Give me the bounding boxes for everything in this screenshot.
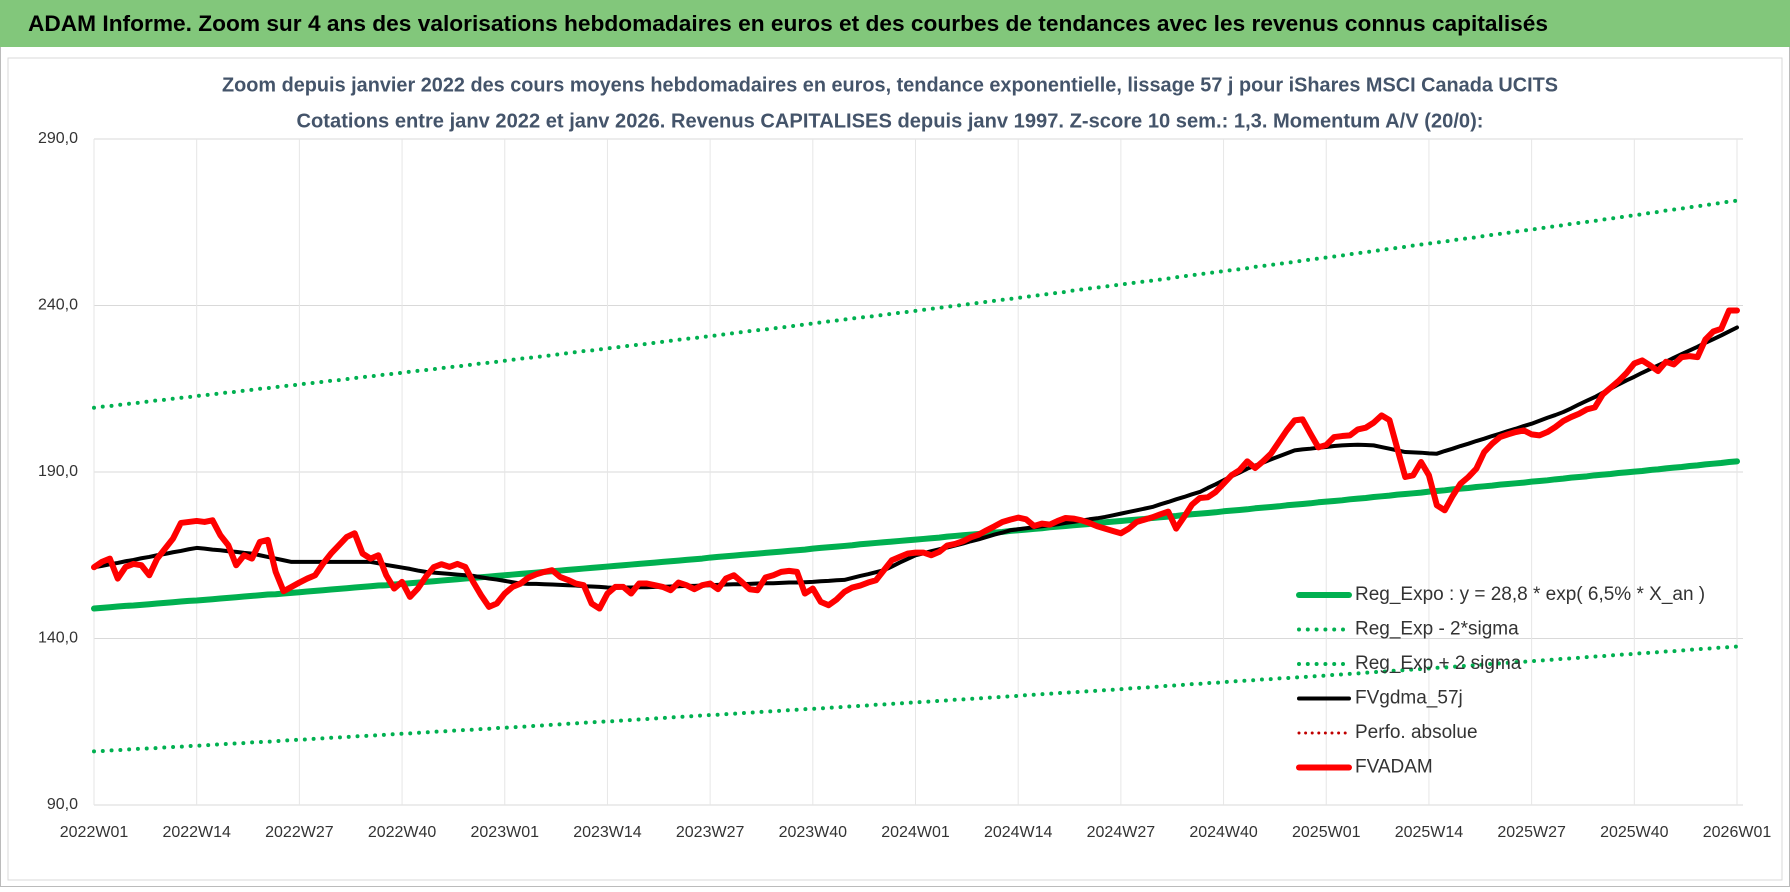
x-tick-label: 2025W14	[1395, 824, 1464, 841]
legend-label: Reg_Expo : y = 28,8 * exp( 6,5% * X_an )	[1355, 584, 1705, 605]
legend-label: Reg_Exp - 2*sigma	[1355, 619, 1519, 640]
x-tick-label: 2024W27	[1087, 824, 1156, 841]
plot-frame	[7, 57, 1783, 881]
y-tick-label: 290,0	[38, 130, 78, 147]
legend-label: Reg_Exp + 2 sigma	[1355, 653, 1522, 674]
lines	[91, 198, 1740, 754]
series-line	[91, 458, 1740, 612]
x-tick-label: 2022W14	[162, 824, 231, 841]
x-tick-label: 2023W40	[779, 824, 848, 841]
y-tick-label: 140,0	[38, 630, 78, 647]
subtitle: Zoom depuis janvier 2022 des cours moyen…	[222, 74, 1558, 96]
legend-label: Perfo. absolue	[1355, 722, 1478, 743]
legend-label: FVADAM	[1355, 757, 1433, 778]
grid: 90,0 140,0 190,0 240,0 290,0 2022W01 2022W14 20…	[38, 130, 1771, 841]
x-tick-label: 2025W40	[1600, 824, 1669, 841]
x-tick-label: 2024W40	[1189, 824, 1258, 841]
legend-label: FVgdma_57j	[1355, 688, 1463, 709]
y-tick-label: 190,0	[38, 463, 78, 480]
x-tick-label: 2023W01	[471, 824, 540, 841]
x-tick-label: 2022W01	[60, 824, 129, 841]
x-tick-label: 2024W01	[881, 824, 950, 841]
x-tick-label: 2022W27	[265, 824, 334, 841]
x-tick-label: 2023W27	[676, 824, 745, 841]
series-line	[92, 644, 1739, 754]
series-line	[91, 307, 1740, 612]
x-tick-label: 2025W27	[1497, 824, 1566, 841]
header-title: ADAM Informe. Zoom sur 4 ans des valoris…	[28, 11, 1548, 36]
y-tick-label: 90,0	[47, 796, 78, 813]
x-tick-label: 2025W01	[1292, 824, 1361, 841]
y-tick-label: 240,0	[38, 297, 78, 314]
x-tick-label: 2026W01	[1703, 824, 1772, 841]
legend: Reg_Expo : y = 28,8 * exp( 6,5% * X_an )…	[1296, 584, 1705, 778]
header-band	[0, 0, 1790, 47]
x-tick-label: 2023W14	[573, 824, 642, 841]
series-line	[92, 198, 1739, 410]
subtitle: Cotations entre janv 2022 et janv 2026. …	[297, 110, 1484, 132]
x-tick-label: 2024W14	[984, 824, 1053, 841]
x-tick-label: 2022W40	[368, 824, 437, 841]
